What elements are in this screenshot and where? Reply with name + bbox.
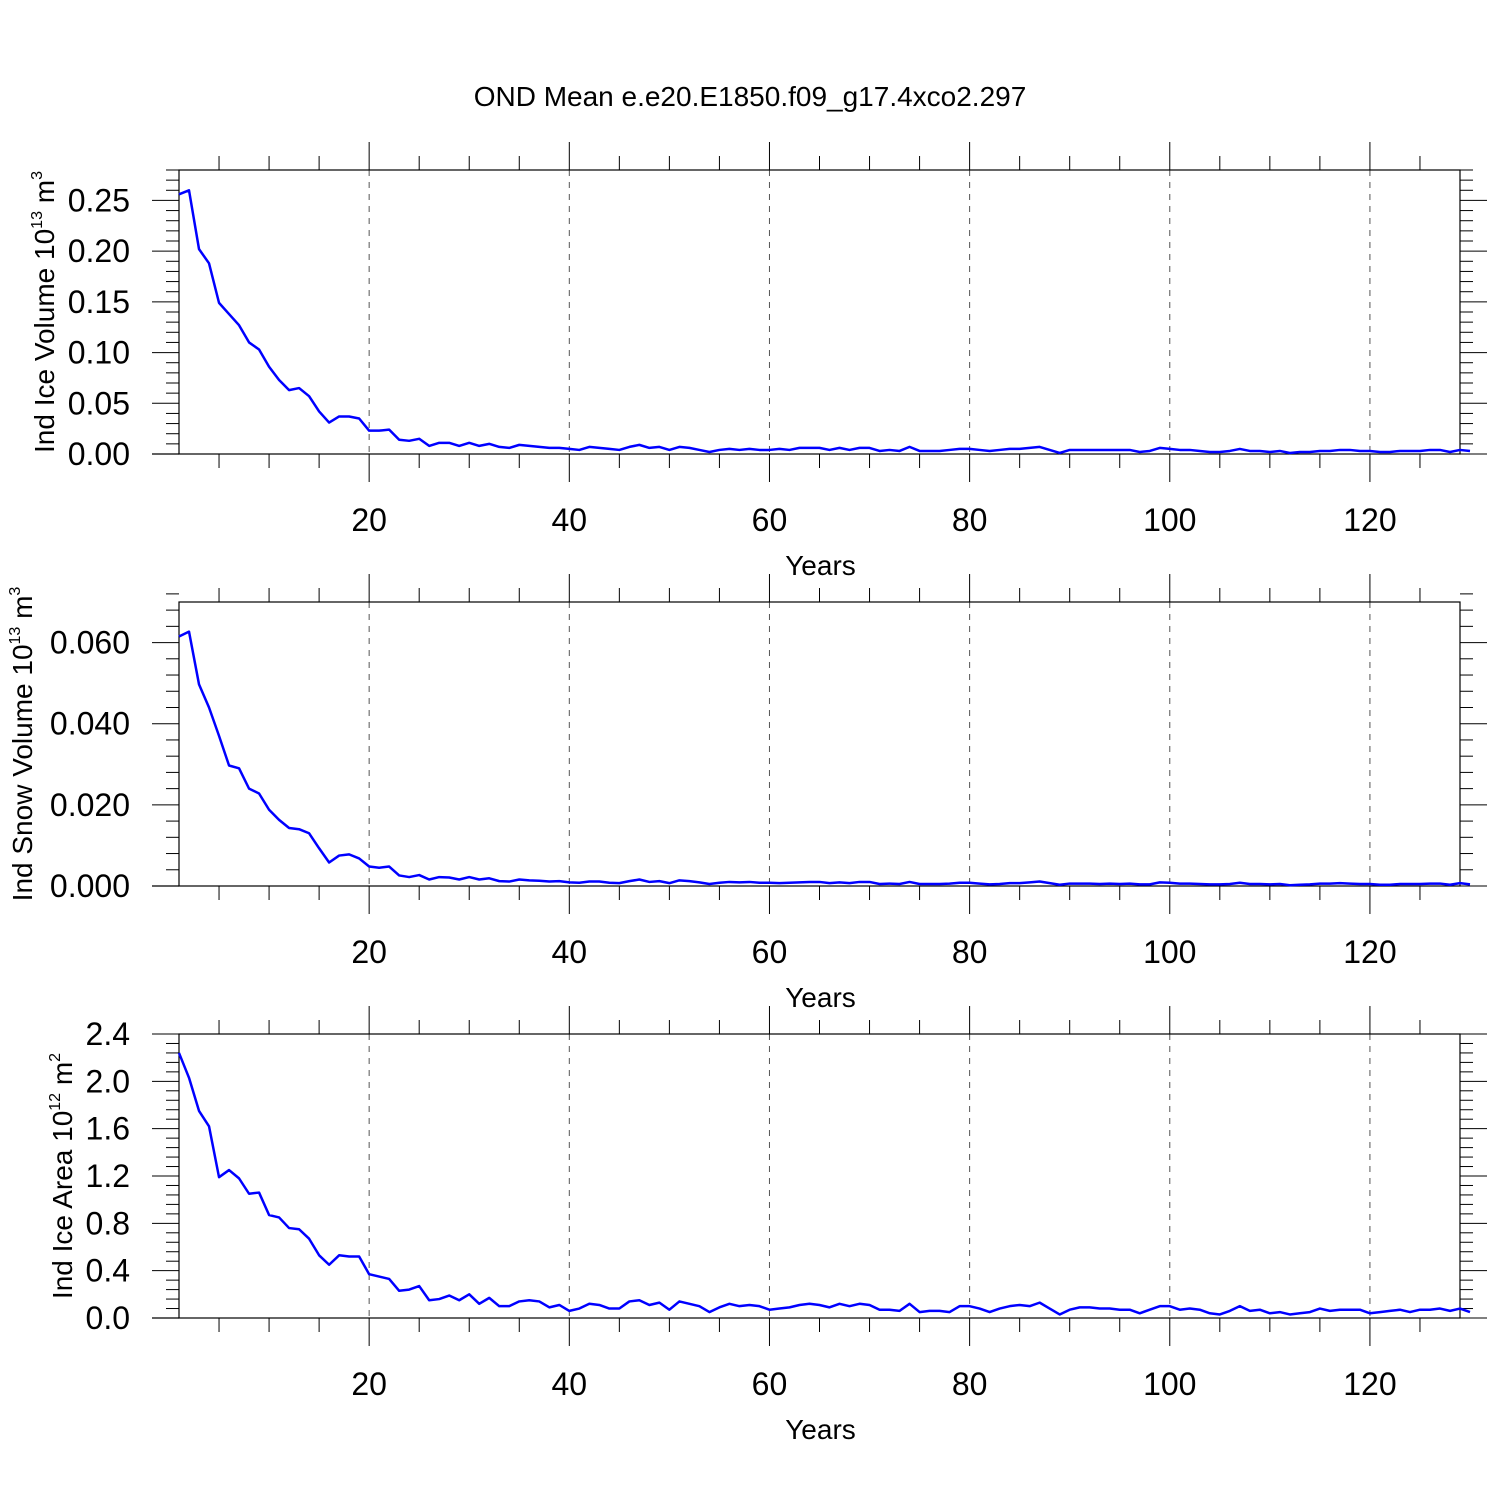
x-axis-title: Years <box>785 550 856 581</box>
x-tick-label: 80 <box>952 1366 988 1402</box>
y-tick-label: 1.6 <box>86 1111 130 1147</box>
x-tick-label: 100 <box>1143 502 1196 538</box>
y-tick-label: 0.00 <box>68 436 130 472</box>
plot-panel-1: 20 40 60 80 100 120 0.00 0.05 0.10 0.15 0.20 0.25 Ye… <box>29 142 1487 581</box>
x-tick-label: 80 <box>952 502 988 538</box>
y-tick-label: 0.25 <box>68 182 130 218</box>
x-tick-label: 120 <box>1343 934 1396 970</box>
x-tick-label: 20 <box>351 934 387 970</box>
y-tick-label: 0.10 <box>68 335 130 371</box>
x-tick-label: 40 <box>552 502 588 538</box>
x-tick-label: 60 <box>752 1366 788 1402</box>
y-tick-label: 0.040 <box>50 706 130 742</box>
y-tick-label: 0.8 <box>86 1205 130 1241</box>
x-axis-title: Years <box>785 1414 856 1445</box>
x-axis-title: Years <box>785 982 856 1013</box>
x-tick-label: 60 <box>752 502 788 538</box>
x-tick-label: 20 <box>351 1366 387 1402</box>
plot-panel-2: 20 40 60 80 100 120 0.000 0.020 0.040 0.060 Years I… <box>7 574 1487 1013</box>
series-line <box>178 630 1471 887</box>
x-tick-label: 40 <box>552 934 588 970</box>
y-tick-label: 2.0 <box>86 1063 130 1099</box>
plot-frame <box>178 601 1461 887</box>
series-line <box>177 1052 1471 1316</box>
y-tick-label: 0.060 <box>50 625 130 661</box>
x-tick-label: 40 <box>552 1366 588 1402</box>
x-tick-label: 80 <box>952 934 988 970</box>
x-tick-label: 120 <box>1343 1366 1396 1402</box>
plot-frame <box>178 169 1461 455</box>
y-tick-label: 0.4 <box>86 1253 130 1289</box>
x-tick-label: 20 <box>351 502 387 538</box>
series-line <box>178 189 1471 455</box>
y-tick-label: 0.15 <box>68 284 130 320</box>
x-tick-label: 100 <box>1143 934 1196 970</box>
y-axis-title: Ind Snow Volume 1013 m3 <box>7 587 38 902</box>
y-tick-label: 0.020 <box>50 787 130 823</box>
y-tick-label: 0.05 <box>68 385 130 421</box>
x-tick-label: 60 <box>752 934 788 970</box>
y-tick-label: 0.20 <box>68 233 130 269</box>
y-tick-label: 0.0 <box>86 1300 130 1336</box>
y-axis-title: Ind Ice Area 1012 m2 <box>47 1053 78 1299</box>
plot-panel-3: 20 40 60 80 100 120 0.0 0.4 0.8 1.2 1.6 2.0 2.4 Years… <box>47 1006 1487 1445</box>
y-axis-title: Ind Ice Volume 1013 m3 <box>29 171 60 453</box>
y-tick-label: 2.4 <box>86 1016 130 1052</box>
x-tick-label: 120 <box>1343 502 1396 538</box>
y-tick-label: 1.2 <box>86 1158 130 1194</box>
x-tick-label: 100 <box>1143 1366 1196 1402</box>
chart-title: OND Mean e.e20.E1850.f09_g17.4xco2.297 <box>474 81 1027 112</box>
y-tick-label: 0.000 <box>50 868 130 904</box>
